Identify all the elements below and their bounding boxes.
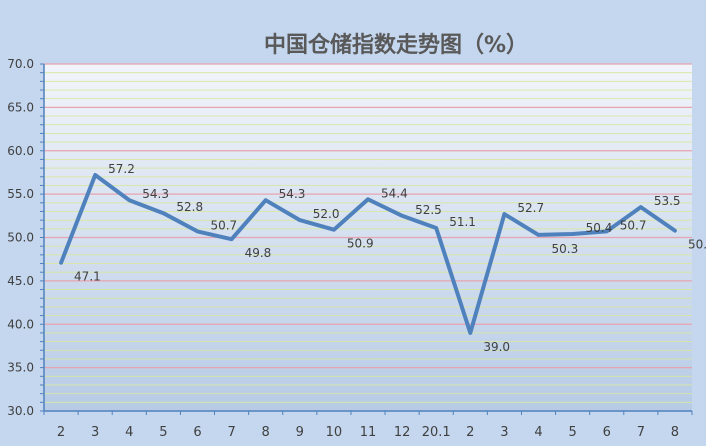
x-tick-label: 2 <box>57 425 65 440</box>
x-tick-label: 12 <box>394 425 411 440</box>
gridlines <box>44 63 692 403</box>
data-label: 50.4 <box>586 221 613 235</box>
x-tick-label: 20.1 <box>422 425 451 440</box>
x-tick-label: 6 <box>193 425 201 440</box>
x-tick-label: 10 <box>326 425 343 440</box>
x-tick-label: 4 <box>125 425 133 440</box>
data-label: 50.7 <box>210 218 237 232</box>
x-tick-label: 7 <box>227 425 235 440</box>
x-tick-label: 6 <box>603 425 611 440</box>
data-label: 52.7 <box>517 201 544 215</box>
y-tick-label: 55.0 <box>7 187 34 201</box>
y-tick-label: 70.0 <box>7 57 34 71</box>
data-label: 54.3 <box>142 187 169 201</box>
x-tick-label: 8 <box>671 425 679 440</box>
y-tick-label: 35.0 <box>7 361 34 375</box>
x-tick-label: 2 <box>466 425 474 440</box>
y-tick-label: 60.0 <box>7 144 34 158</box>
data-label: 47.1 <box>74 270 101 284</box>
data-label: 52.0 <box>313 207 340 221</box>
data-label: 54.3 <box>279 187 306 201</box>
y-axis-ticks: 30.0 35.0 40.0 45.0 50.0 55.0 60.0 65.0 70.0 <box>7 57 34 418</box>
x-axis-ticks: 2 3 4 5 6 7 8 9 10 11 12 20.1 2 3 4 5 6 7 8 <box>57 425 679 440</box>
data-label: 50.8 <box>688 238 706 252</box>
x-tick-label: 5 <box>159 425 167 440</box>
axes <box>40 63 693 415</box>
x-tick-label: 3 <box>91 425 99 440</box>
series-group <box>59 173 677 335</box>
data-label: 52.8 <box>176 200 203 214</box>
y-tick-label: 30.0 <box>7 404 34 418</box>
data-label: 49.8 <box>245 246 272 260</box>
data-label: 54.4 <box>381 186 408 200</box>
data-labels: 47.1 57.2 54.3 52.8 50.7 49.8 54.3 52.0 50.9 54.4… <box>74 162 706 354</box>
x-tick-label: 9 <box>296 425 304 440</box>
x-tick-label: 4 <box>534 425 542 440</box>
x-tick-label: 11 <box>360 425 377 440</box>
data-label: 57.2 <box>108 162 135 176</box>
y-tick-label: 50.0 <box>7 231 34 245</box>
data-label: 50.3 <box>552 242 579 256</box>
data-label: 50.7 <box>620 218 647 232</box>
data-label: 51.1 <box>449 215 476 229</box>
x-tick-label: 7 <box>637 425 645 440</box>
chart-title: 中国仓储指数走势图（%） <box>264 32 528 58</box>
data-label: 53.5 <box>654 194 681 208</box>
data-label: 39.0 <box>483 340 510 354</box>
data-label: 50.9 <box>347 237 374 251</box>
x-tick-label: 8 <box>262 425 270 440</box>
y-tick-label: 65.0 <box>7 100 34 114</box>
y-tick-label: 45.0 <box>7 274 34 288</box>
x-tick-label: 3 <box>500 425 508 440</box>
y-tick-label: 40.0 <box>7 317 34 331</box>
series-line <box>59 173 677 335</box>
data-label: 52.5 <box>415 203 442 217</box>
x-tick-label: 5 <box>568 425 576 440</box>
